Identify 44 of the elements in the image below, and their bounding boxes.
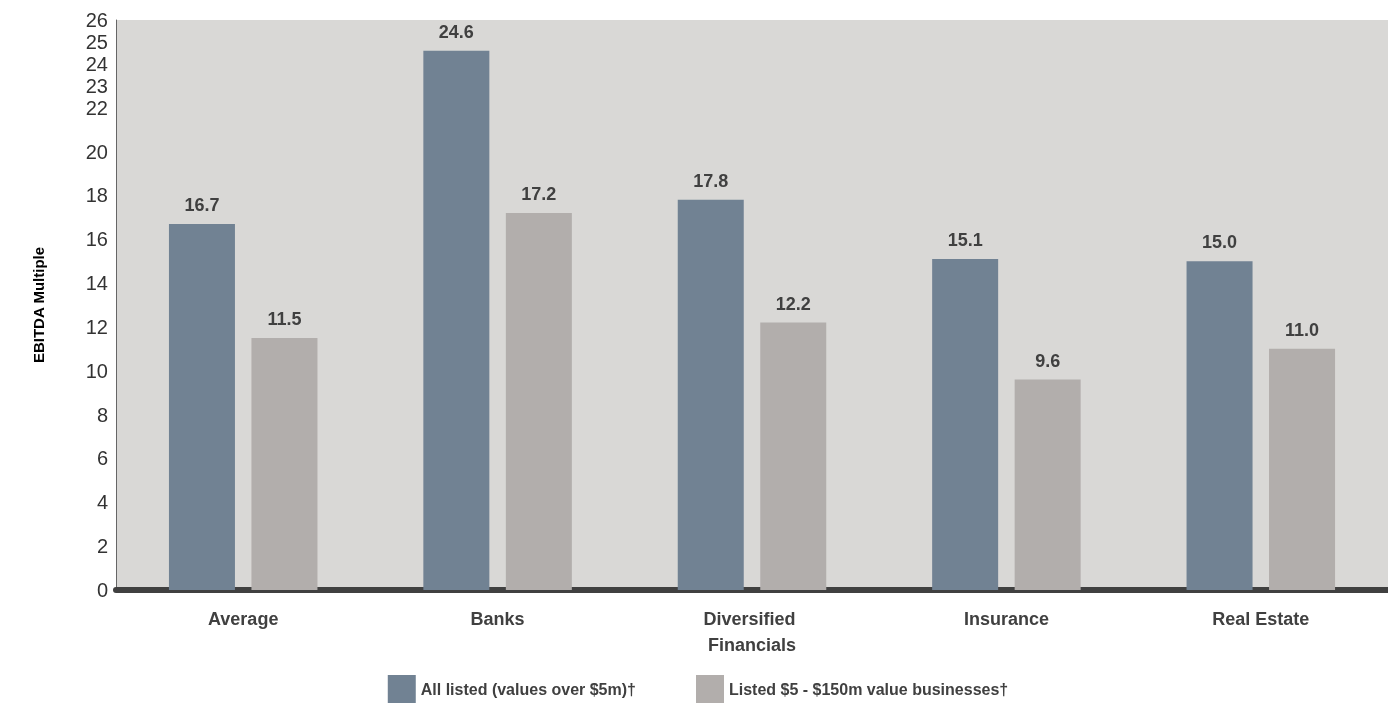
y-tick-label: 24 [85,52,108,75]
bar [251,337,318,590]
data-label: 24.6 [438,21,474,42]
bar [423,50,490,590]
bar [505,212,572,590]
y-tick-label: 26 [85,9,108,31]
bar [932,258,999,590]
bar [760,322,827,590]
y-tick-label: 6 [96,447,108,470]
bar [1269,348,1336,590]
y-axis-title: EBITDA Multiple [30,246,47,364]
y-tick-label: 12 [85,315,108,338]
data-label: 11.0 [1285,319,1320,340]
bar [168,223,235,590]
bar [1014,379,1081,590]
y-tick-label: 22 [85,96,108,119]
data-label: 9.6 [1035,350,1061,371]
x-tick-label: Real Estate [1212,609,1310,629]
x-tick-label: Insurance [963,609,1049,629]
y-tick-label: 23 [85,74,108,97]
y-tick-label: 14 [85,272,108,295]
data-label: 17.8 [693,170,729,191]
data-label: 11.5 [267,308,302,329]
legend-label: Listed $5 - $150m value businesses† [728,680,1009,698]
x-tick-label: Banks [470,609,525,629]
data-label: 17.2 [521,183,557,204]
data-label: 16.7 [184,194,220,215]
y-tick-label: 8 [96,403,108,426]
bar [1186,261,1253,590]
x-tick-label: Average [208,609,279,629]
data-label: 15.1 [947,229,983,250]
y-tick-label: 25 [85,30,108,53]
y-tick-label: 4 [96,491,108,514]
data-label: 15.0 [1202,232,1238,253]
y-tick-label: 2 [96,535,108,558]
x-tick-label: Diversified Financials [703,609,801,655]
data-label: 12.2 [775,293,811,314]
bar [677,199,744,590]
y-tick-label: 20 [85,140,108,163]
y-tick-label: 16 [85,228,108,251]
legend-label: All listed (values over $5m)† [420,680,636,698]
y-tick-label: 0 [96,579,108,601]
y-tick-label: 10 [85,359,108,382]
y-tick-label: 18 [85,184,108,207]
